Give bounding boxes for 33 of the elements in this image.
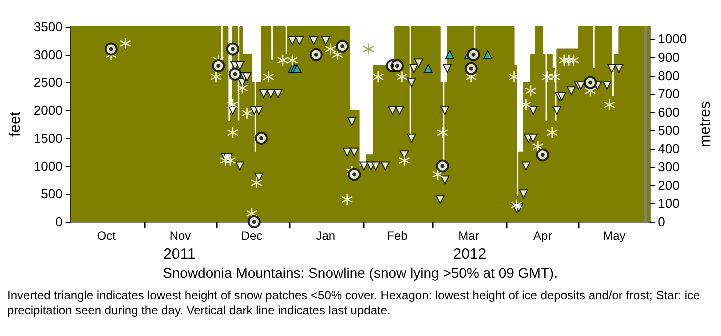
y2-tick-label: 900 — [658, 50, 680, 65]
x-tick-label: Mar — [458, 229, 480, 243]
y-tick-label: 2000 — [34, 103, 63, 118]
y-tick-label: 500 — [41, 186, 63, 202]
y2-tick-label: 100 — [658, 196, 680, 212]
y-tick-label: 2500 — [34, 75, 63, 90]
x-tick-label: Nov — [170, 229, 192, 243]
x-tick-label: Jan — [316, 229, 336, 243]
x-tick-label: May — [603, 229, 626, 243]
y2-tick-label: 400 — [658, 141, 680, 156]
y-tick-label: 1000 — [34, 158, 63, 174]
text: 2011 — [164, 246, 196, 263]
x-tick-label: Oct — [97, 229, 117, 243]
x-tick-label: Apr — [534, 229, 552, 243]
y-tick-label: 3500 — [34, 20, 63, 34]
y2-axis-title: metres — [697, 102, 714, 148]
x-tick-label: Dec — [241, 229, 263, 243]
x-tick-label: Feb — [387, 229, 408, 243]
y2-tick-label: 0 — [658, 214, 666, 230]
text: Snowdonia Mountains: Snowline (snow lying >50% at 09 GMT). — [163, 265, 558, 281]
text: Inverted triangle indicates lowest height of snow patches <50% cover. Hexagon: lowest height of ice deposits and/or frost; Star: ice precipitation seen during the day. Vertical dark line indicates last update. — [8, 288, 704, 318]
y-tick-label: 0 — [56, 214, 63, 230]
y2-tick-label: 800 — [658, 68, 680, 84]
text: 2012 — [453, 246, 487, 263]
y2-tick-label: 1000 — [658, 32, 688, 47]
y-tick-label: 3000 — [34, 47, 63, 62]
y-tick-label: 1500 — [34, 130, 63, 146]
y-axis-title: feet — [7, 111, 24, 138]
y2-tick-label: 700 — [658, 86, 680, 102]
y2-tick-label: 600 — [658, 104, 680, 120]
y2-tick-label: 300 — [658, 160, 680, 175]
y2-tick-label: 500 — [658, 123, 680, 138]
y2-tick-label: 200 — [658, 178, 680, 193]
